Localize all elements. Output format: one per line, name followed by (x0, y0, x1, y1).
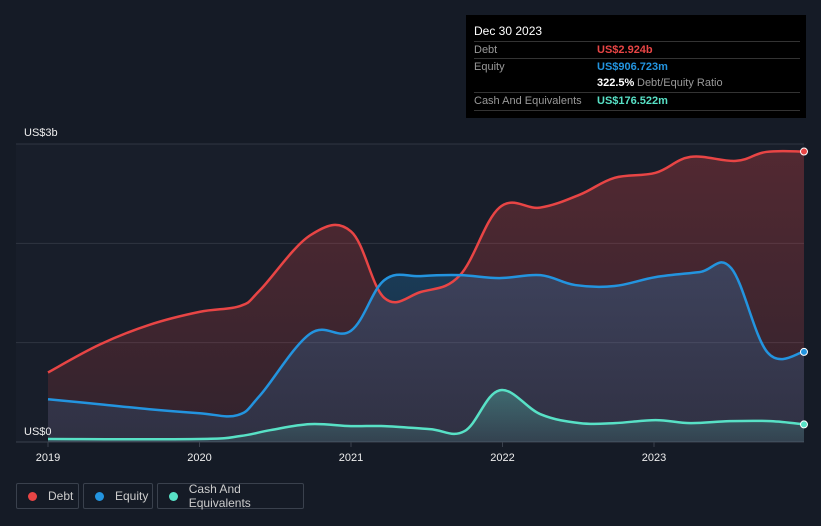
y-axis-bottom-label: US$0 (24, 426, 52, 438)
legend-equity[interactable]: Equity (83, 483, 153, 509)
legend-equity-label: Equity (115, 489, 149, 503)
legend-cash-label: Cash And Equivalents (188, 482, 251, 510)
legend-debt-label: Debt (48, 489, 74, 503)
equity-dot-icon (95, 491, 104, 501)
legend-cash[interactable]: Cash And Equivalents (157, 482, 304, 510)
tooltip-ratio-label: Debt/Equity Ratio (637, 77, 723, 89)
tooltip-cash-label: Cash And Equivalents (474, 95, 582, 107)
tooltip-equity-value: US$906.723m (597, 61, 668, 73)
equity-end-point (799, 347, 808, 356)
tooltip-equity-row: Equity US$906.723m (474, 58, 800, 76)
tooltip-ratio-value: 322.5% (597, 77, 635, 89)
equity-line (47, 261, 805, 418)
debt-dot-icon (28, 491, 37, 501)
tooltip-debt-value: US$2.924b (597, 44, 653, 56)
tooltip-cash-value: US$176.522m (597, 95, 668, 107)
cash-end-point (799, 420, 808, 429)
y-axis-top-label: US$3b (24, 127, 58, 139)
x-tick-label: 2022 (490, 452, 514, 464)
x-tick-label: 2020 (187, 452, 211, 464)
cash-area (48, 390, 804, 442)
tooltip-equity-label: Equity (474, 61, 505, 73)
x-tick-label: 2019 (36, 452, 60, 464)
debt-line (47, 149, 804, 374)
cash-dot-icon (169, 491, 178, 501)
cash-line (47, 389, 805, 441)
tooltip-ratio-row: 322.5% Debt/Equity Ratio (474, 75, 800, 92)
tooltip: Dec 30 2023 Debt US$2.924b Equity US$906… (466, 15, 806, 118)
tooltip-debt-row: Debt US$2.924b (474, 41, 800, 59)
x-tick-label: 2023 (642, 452, 666, 464)
tooltip-date: Dec 30 2023 (474, 24, 543, 38)
x-tick-label: 2021 (339, 452, 363, 464)
tooltip-debt-label: Debt (474, 44, 498, 56)
tooltip-cash-row: Cash And Equivalents US$176.522m (474, 92, 800, 111)
equity-area (48, 262, 804, 442)
legend-debt[interactable]: Debt (16, 483, 79, 509)
debt-end-point (799, 147, 808, 156)
